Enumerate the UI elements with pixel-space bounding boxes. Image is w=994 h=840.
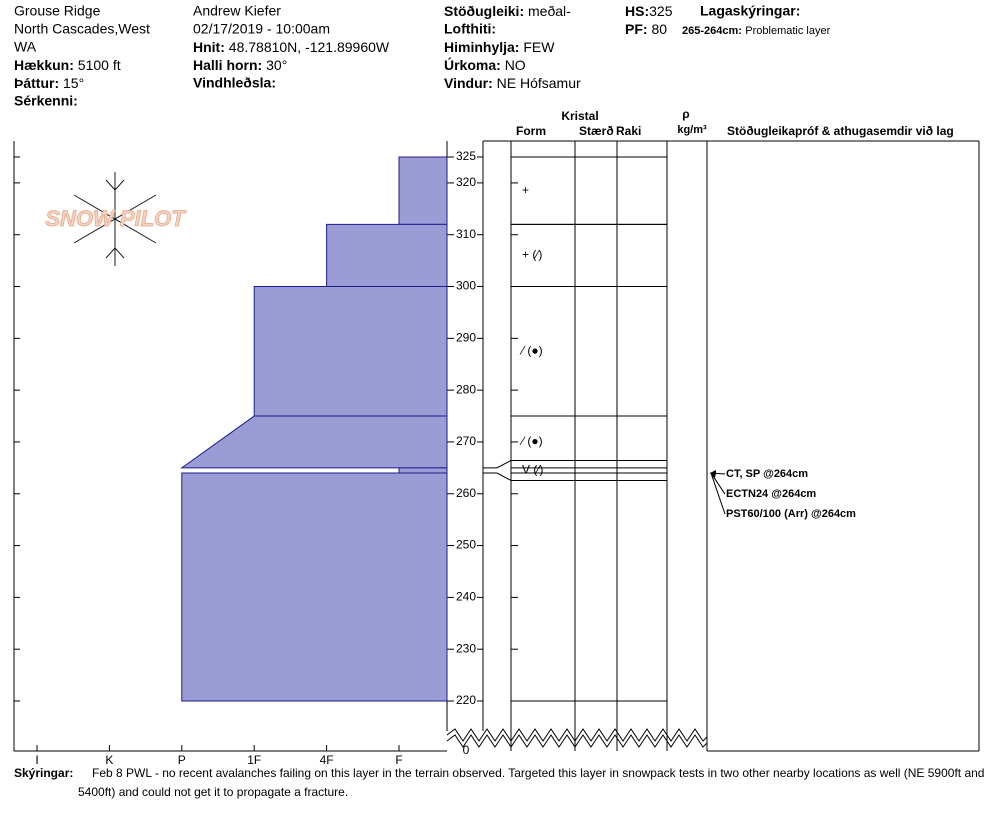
x-tick-label: F (395, 753, 402, 767)
label: Halli horn: (193, 57, 262, 73)
x-tick-label: P (178, 753, 186, 767)
test-label: CT, SP @264cm (726, 468, 808, 480)
grain-form: + (522, 183, 529, 197)
hardness-layer (398, 156, 448, 225)
label: Himinhylja: (444, 39, 519, 55)
col-crystal: Kristal (561, 109, 598, 123)
site: Grouse Ridge (14, 3, 101, 19)
frames (13, 140, 980, 752)
hardness-layer (181, 472, 448, 702)
value: 5100 ft (78, 57, 121, 73)
value: FEW (523, 39, 555, 55)
coords: Hnit: 48.78810N, -121.89960W (193, 39, 390, 55)
label: HS: (625, 3, 649, 19)
label: Úrkoma: (444, 56, 501, 73)
slope: Halli horn: 30° (193, 57, 287, 73)
comment-line: 5400ft) and could not get it to propagat… (78, 785, 348, 799)
value: NE Hófsamur (497, 75, 581, 91)
grain-form: V (⁄) (522, 463, 543, 477)
layer-connector (483, 460, 512, 469)
hardness-layer (398, 467, 448, 474)
sky: Himinhylja: FEW (444, 39, 555, 55)
col-tests: Stöðugleikapróf & athugasemdir við lag (727, 124, 954, 138)
value: 80 (651, 21, 667, 37)
test-label: ECTN24 @264cm (726, 488, 816, 500)
label: Stöðugleiki: (444, 3, 524, 19)
stability: Stöðugleiki: meðal- (444, 3, 571, 19)
y-tick-label: 325 (456, 149, 476, 163)
range: 265-264cm: (682, 25, 742, 37)
features: Sérkenni: (14, 93, 78, 109)
y-tick-label: 320 (456, 175, 476, 189)
y-tick-label: 270 (456, 434, 476, 448)
grain-form: ⁄ (●) (519, 343, 543, 357)
y-tick-label: 290 (456, 331, 476, 345)
col-form: Form (516, 124, 546, 138)
value: meðal- (528, 3, 571, 19)
layer-notes-title: Lagaskýringar: (700, 3, 800, 19)
aspect: Þáttur: 15° (14, 75, 84, 91)
pf: PF: 80 (625, 21, 667, 37)
y-tick-label: 280 (456, 382, 476, 396)
col-moisture: Raki (616, 124, 641, 138)
logo: SNOW PILOT (45, 206, 186, 231)
observer: Andrew Kiefer (193, 3, 281, 19)
test-arrow (710, 472, 716, 479)
y-tick-label: 220 (456, 693, 476, 707)
y-tick-label: 0 (463, 743, 470, 757)
label: Hækkun: (14, 57, 74, 73)
comment-line: Feb 8 PWL - no recent avalanches failing… (92, 766, 984, 780)
value: 30° (266, 57, 287, 73)
wind: Vindur: NE Hófsamur (444, 75, 581, 91)
text: Problematic layer (745, 25, 830, 37)
x-tick-label: 1F (247, 753, 261, 767)
y-tick-label: 250 (456, 538, 476, 552)
value: NO (505, 57, 526, 73)
layer-note: 265-264cm: Problematic layer (682, 23, 831, 37)
hs: HS:325 (625, 3, 673, 19)
y-tick-label: 310 (456, 227, 476, 241)
air-temp: Lofthiti: (444, 21, 496, 37)
label: Hnit: (193, 39, 225, 55)
hardness-layer (326, 223, 448, 288)
datetime: 02/17/2019 - 10:00am (193, 21, 330, 37)
grain-form: + (⁄) (522, 248, 542, 262)
label: Vindur: (444, 75, 493, 91)
elevation: Hækkun: 5100 ft (14, 57, 121, 73)
x-tick-label: K (105, 753, 113, 767)
col-density-unit: kg/m³ (677, 124, 707, 136)
test-leader (710, 472, 726, 515)
hardness-layer (180, 415, 448, 469)
value: 325 (649, 3, 673, 19)
y-tick-label: 260 (456, 486, 476, 500)
layer-connector (483, 472, 512, 481)
logo-flake (73, 172, 157, 266)
x-tick-label: 4F (320, 753, 334, 767)
grain-form: ⁄ (●) (519, 434, 543, 448)
test-leader (710, 472, 726, 495)
region: WA (14, 39, 37, 55)
label: Þáttur: (14, 75, 59, 91)
x-tick-label: I (35, 753, 38, 767)
y-tick-label: 240 (456, 590, 476, 604)
test-label: PST60/100 (Arr) @264cm (726, 508, 856, 520)
value: 15° (63, 75, 84, 91)
value: 48.78810N, -121.89960W (229, 39, 390, 55)
hardness-layer (253, 286, 448, 417)
wind-loading: Vindhleðsla: (193, 75, 276, 91)
label: PF: (625, 21, 648, 37)
y-tick-label: 230 (456, 641, 476, 655)
precip: Úrkoma: NO (444, 56, 526, 73)
region: North Cascades,West (14, 21, 150, 37)
y-tick-label: 300 (456, 279, 476, 293)
comments-label: Skýringar: (14, 766, 73, 780)
col-density: ρ (682, 107, 689, 121)
col-size: Stærð (579, 124, 614, 138)
